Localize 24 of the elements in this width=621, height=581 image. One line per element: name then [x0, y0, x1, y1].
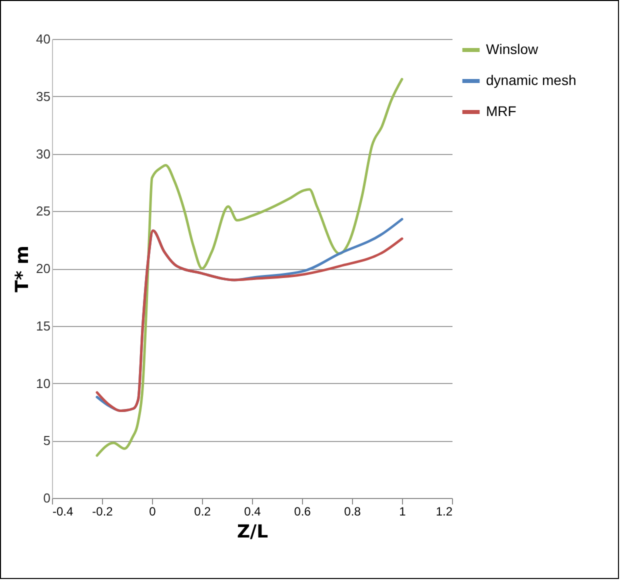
- y-tick-label: 10: [36, 376, 50, 391]
- y-tick-label: 40: [36, 32, 50, 46]
- legend-label: Winslow: [486, 41, 540, 57]
- legend-label: dynamic mesh: [486, 72, 576, 88]
- x-tick-label: 0.4: [244, 504, 262, 518]
- x-tick-label: -0.2: [92, 504, 114, 518]
- x-tick-label: 1: [399, 504, 406, 518]
- y-tick-label: 5: [43, 433, 50, 448]
- y-axis-title: T* m: [12, 246, 34, 292]
- y-tick-label: 25: [36, 204, 50, 219]
- legend-label: MRF: [486, 103, 516, 119]
- x-tick-label: -0.4: [52, 504, 74, 518]
- x-tick-label: 1.2: [436, 504, 453, 518]
- x-tick-label: 0: [149, 504, 156, 518]
- y-tick-label: 30: [36, 146, 50, 162]
- y-tick-label: 20: [36, 261, 50, 276]
- x-tick-label: 0.2: [194, 504, 212, 518]
- y-tick-label: 15: [36, 318, 50, 334]
- x-tick-label: 0.6: [294, 504, 312, 518]
- y-tick-label: 0: [43, 490, 50, 506]
- line-series: [96, 78, 404, 457]
- x-tick-label: 0.8: [344, 504, 362, 518]
- y-tick-label: 35: [36, 88, 50, 104]
- x-axis-title: Z/L: [236, 522, 268, 542]
